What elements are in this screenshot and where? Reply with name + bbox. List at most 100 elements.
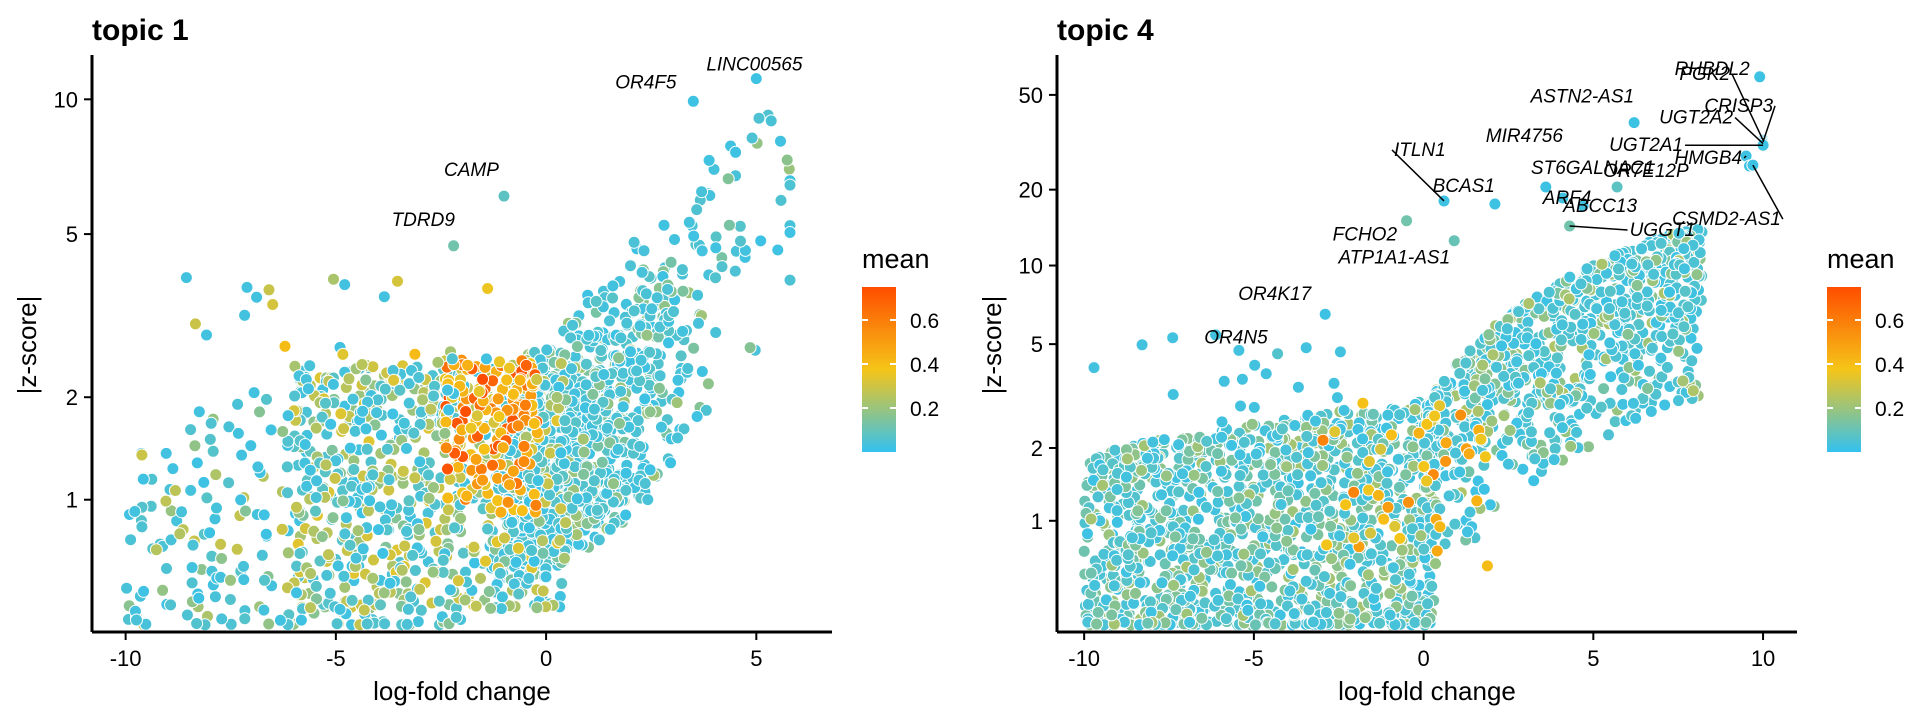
scatter-point (1458, 384, 1472, 398)
scatter-point (1562, 292, 1576, 306)
scatter-point (260, 392, 273, 406)
scatter-point (1512, 305, 1526, 319)
gene-label-connector (1391, 149, 1445, 202)
scatter-point (210, 501, 223, 515)
scatter-point (493, 355, 506, 369)
scatter-point (614, 384, 628, 398)
gene-label: MIR4756 (1486, 126, 1564, 147)
scatter-point (1324, 519, 1338, 533)
scatter-point (1332, 606, 1346, 620)
scatter-point (1480, 559, 1494, 573)
scatter-point (682, 215, 696, 229)
scatter-point (366, 360, 380, 374)
scatter-point (391, 274, 404, 288)
scatter-point (1393, 531, 1407, 545)
highlighted-point (1556, 191, 1570, 205)
scatter-point (1166, 549, 1180, 563)
scatter-point (564, 331, 578, 345)
scatter-point (484, 601, 498, 615)
scatter-point (156, 583, 170, 597)
scatter-point (1555, 421, 1569, 435)
scatter-point (493, 566, 507, 580)
scatter-point (1399, 468, 1413, 482)
scatter-point (1319, 606, 1333, 619)
scatter-point (1087, 361, 1101, 375)
scatter-point (482, 585, 496, 598)
scatter-point (612, 351, 626, 365)
scatter-point (293, 547, 307, 560)
scatter-point (476, 372, 490, 386)
scatter-point (373, 500, 387, 514)
scatter-point (1300, 429, 1314, 443)
scatter-point (1234, 399, 1247, 413)
scatter-point (1419, 615, 1433, 629)
scatter-point (1603, 336, 1617, 350)
scatter-point (633, 439, 647, 453)
scatter-point (1677, 320, 1691, 334)
scatter-point (668, 233, 681, 246)
scatter-point (1301, 446, 1315, 460)
scatter-point (525, 544, 539, 557)
scatter-point (1405, 522, 1419, 536)
scatter-point (1544, 382, 1557, 396)
scatter-point (495, 590, 509, 604)
scatter-point (486, 458, 499, 472)
y-tick-label: 10 (1019, 254, 1043, 279)
scatter-point (374, 598, 387, 612)
scatter-point (1155, 488, 1168, 502)
scatter-point (408, 564, 422, 577)
scatter-point (1200, 545, 1213, 559)
scatter-point (1280, 534, 1294, 548)
scatter-point (326, 511, 340, 525)
highlighted-point (1576, 199, 1590, 213)
scatter-point (395, 563, 409, 577)
scatter-point (1125, 531, 1139, 545)
scatter-point (1306, 615, 1320, 629)
scatter-point (288, 389, 302, 403)
scatter-point (315, 410, 329, 424)
scatter-point (733, 219, 747, 233)
scatter-point (570, 340, 584, 353)
scatter-point (337, 422, 351, 436)
scatter-point (235, 448, 249, 462)
scatter-point (1640, 299, 1654, 313)
scatter-point (472, 385, 486, 398)
scatter-point (527, 554, 541, 568)
scatter-point (764, 114, 778, 128)
scatter-point (1356, 511, 1370, 525)
scatter-point (1555, 318, 1569, 332)
scatter-point (208, 590, 222, 604)
scatter-point (377, 290, 391, 304)
scatter-point (474, 571, 487, 585)
scatter-point (1630, 290, 1644, 304)
scatter-point (1309, 498, 1323, 512)
scatter-point (1615, 383, 1629, 396)
scatter-point (247, 386, 261, 400)
scatter-point (416, 393, 430, 407)
scatter-point (783, 178, 797, 192)
scatter-point (1136, 546, 1150, 560)
scatter-point (1316, 433, 1330, 447)
scatter-point (322, 548, 335, 562)
scatter-point (347, 463, 361, 476)
scatter-point (1333, 529, 1347, 543)
scatter-point (1564, 439, 1578, 453)
scatter-point (1283, 584, 1297, 598)
scatter-point (1417, 542, 1431, 556)
scatter-point (367, 553, 380, 567)
scatter-point (1428, 409, 1442, 423)
scatter-point (377, 586, 391, 600)
scatter-point (1385, 428, 1398, 442)
scatter-point (1597, 382, 1611, 396)
scatter-point (1304, 469, 1318, 483)
scatter-point (1678, 284, 1692, 298)
scatter-point (1570, 425, 1584, 439)
scatter-point (1641, 258, 1655, 272)
scatter-point (1430, 544, 1444, 558)
scatter-point (1462, 447, 1476, 461)
scatter-point (424, 402, 438, 416)
scatter-point (1500, 322, 1514, 336)
scatter-point (149, 543, 163, 557)
scatter-point (1681, 300, 1695, 314)
scatter-point (1490, 360, 1503, 374)
